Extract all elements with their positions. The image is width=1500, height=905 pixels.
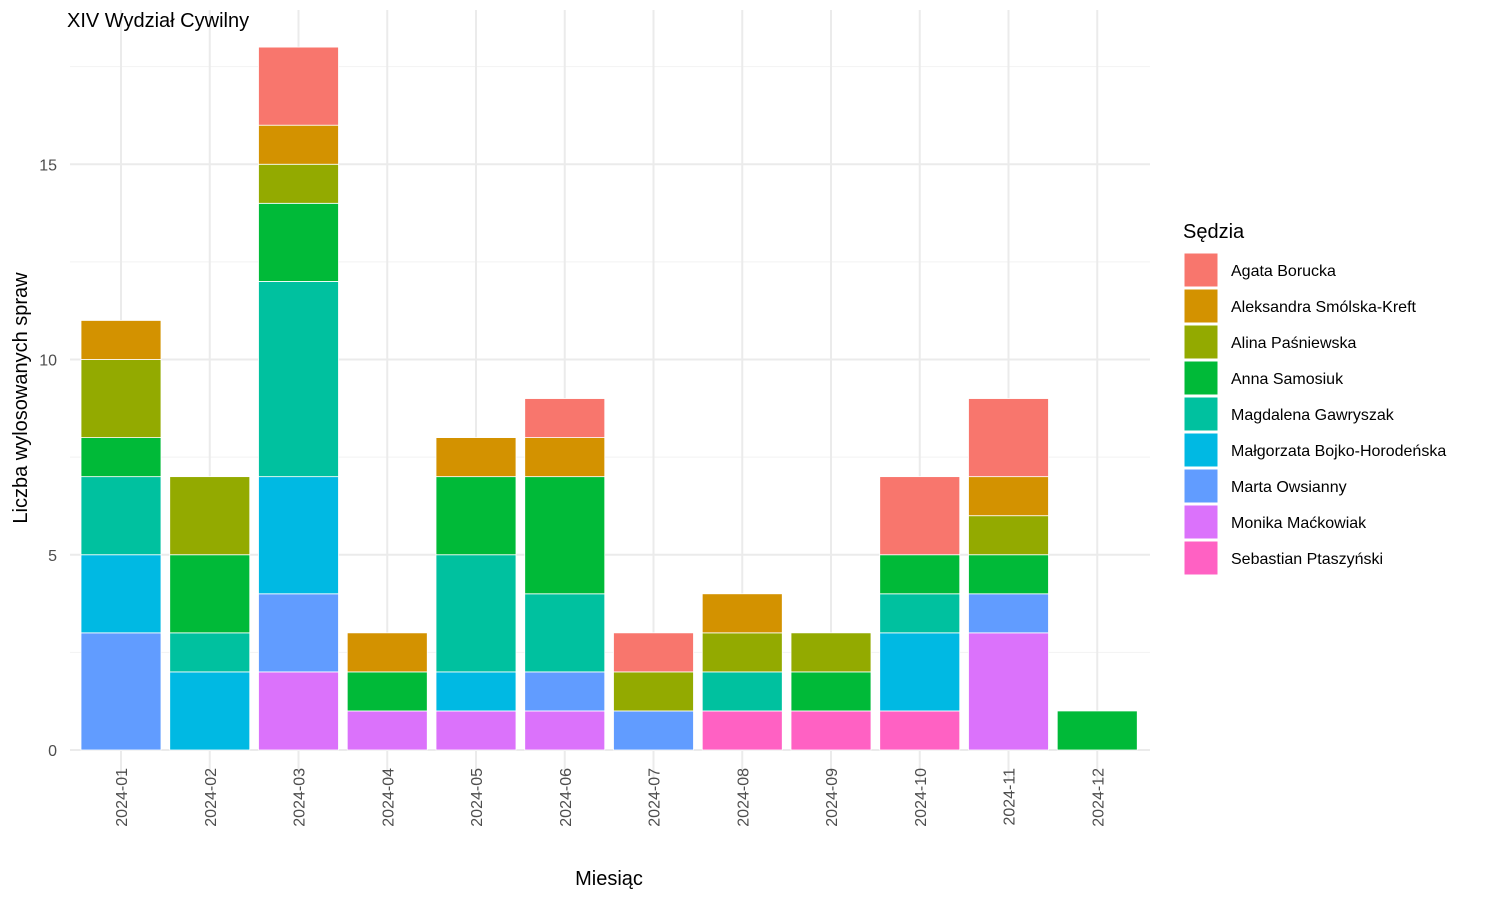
bar-segment <box>169 476 251 556</box>
y-tick-label: 10 <box>39 353 57 370</box>
bar-segment <box>435 437 517 478</box>
legend-label: Małgorzata Bojko-Horodeńska <box>1231 443 1446 460</box>
bar-segment <box>258 671 339 751</box>
legend-swatch <box>1183 504 1219 540</box>
legend-swatch <box>1183 540 1219 576</box>
legend-swatch <box>1183 252 1219 288</box>
x-tick-label: 2024-01 <box>114 768 131 827</box>
bar-segment <box>879 476 961 556</box>
bar-segment <box>968 515 1049 556</box>
x-axis-title: Miesiąc <box>575 868 643 890</box>
bar-segment <box>701 671 783 712</box>
bar-segment <box>258 163 339 204</box>
legend-swatch <box>1183 432 1219 468</box>
bar-segment <box>258 124 339 165</box>
bar-segment <box>790 671 872 712</box>
bar-segment <box>524 593 606 673</box>
y-axis-title: Liczba wylosowanych spraw <box>10 272 32 524</box>
legend-swatch <box>1183 468 1219 504</box>
legend: Sędzia Agata Borucka Aleksandra Smólska-K… <box>1183 221 1446 576</box>
bars-layer <box>80 46 1138 751</box>
bar-segment <box>613 710 694 751</box>
bar-segment <box>879 554 961 595</box>
bar-segment <box>524 437 606 478</box>
legend-label: Anna Samosiuk <box>1231 371 1344 388</box>
bar-segment <box>80 359 162 438</box>
bar-segment <box>258 280 339 478</box>
x-tick-label: 2024-10 <box>913 768 930 827</box>
bar-segment <box>790 632 872 673</box>
bar-segment <box>80 320 162 360</box>
x-tick-label: 2024-11 <box>1002 768 1019 826</box>
legend-swatch <box>1183 396 1219 432</box>
x-tick-label: 2024-06 <box>558 768 575 827</box>
bar-segment <box>169 671 251 751</box>
legend-label: Sebastian Ptaszyński <box>1231 551 1383 568</box>
bar-segment <box>524 671 606 712</box>
bar-segment <box>968 554 1049 595</box>
x-tick-label: 2024-03 <box>292 768 309 827</box>
bar-segment <box>435 476 517 556</box>
bar-segment <box>613 632 694 673</box>
legend-label: Agata Borucka <box>1231 263 1336 280</box>
legend-label: Aleksandra Smólska-Kreft <box>1231 299 1417 316</box>
bar-segment <box>169 632 251 673</box>
bar-segment <box>524 476 606 595</box>
bar-segment <box>701 710 783 751</box>
bar-segment <box>968 593 1049 634</box>
y-tick-label: 0 <box>48 743 57 760</box>
x-tick-label: 2024-04 <box>380 768 397 827</box>
legend-label: Monika Maćkowiak <box>1231 515 1367 532</box>
bar-segment <box>258 593 339 673</box>
x-tick-label: 2024-09 <box>824 768 841 827</box>
legend-swatch <box>1183 360 1219 396</box>
legend-swatch <box>1183 324 1219 360</box>
bar-segment <box>524 710 606 751</box>
bar-segment <box>80 554 162 634</box>
bar-segment <box>613 671 694 712</box>
x-tick-label: 2024-05 <box>469 768 486 827</box>
y-tick-label: 5 <box>48 548 57 565</box>
bar-segment <box>258 202 339 282</box>
bar-segment <box>346 671 428 712</box>
bar-segment <box>258 476 339 595</box>
legend-label: Alina Paśniewska <box>1231 335 1357 352</box>
x-tick-label: 2024-12 <box>1090 768 1107 827</box>
bar-segment <box>1056 710 1138 751</box>
x-tick-label: 2024-08 <box>735 768 752 827</box>
bar-segment <box>258 46 339 126</box>
bar-segment <box>80 437 162 478</box>
bar-segment <box>790 710 872 751</box>
x-tick-label: 2024-07 <box>647 768 664 827</box>
chart-title: XIV Wydział Cywilny <box>67 10 249 32</box>
bar-segment <box>968 398 1049 478</box>
bar-segment <box>968 476 1049 517</box>
legend-swatch <box>1183 288 1219 324</box>
legend-title: Sędzia <box>1183 221 1245 243</box>
bar-segment <box>435 554 517 673</box>
legend-label: Magdalena Gawryszak <box>1231 407 1395 424</box>
bar-segment <box>701 632 783 673</box>
y-tick-label: 15 <box>39 157 57 174</box>
x-tick-label: 2024-02 <box>203 768 220 827</box>
bar-segment <box>169 554 251 634</box>
bar-segment <box>968 632 1049 751</box>
bar-segment <box>701 593 783 634</box>
bar-segment <box>879 710 961 751</box>
bar-segment <box>80 476 162 556</box>
bar-segment <box>524 398 606 438</box>
legend-label: Marta Owsianny <box>1231 479 1347 496</box>
bar-segment <box>879 632 961 712</box>
bar-segment <box>80 632 162 751</box>
bar-segment <box>346 632 428 673</box>
bar-segment <box>879 593 961 634</box>
bar-segment <box>435 710 517 751</box>
bar-segment <box>346 710 428 751</box>
bar-segment <box>435 671 517 712</box>
axis-layer: 0 5 10 15 2024-01 2024-02 2024-03 2024-04 2024-0… <box>39 157 1107 826</box>
